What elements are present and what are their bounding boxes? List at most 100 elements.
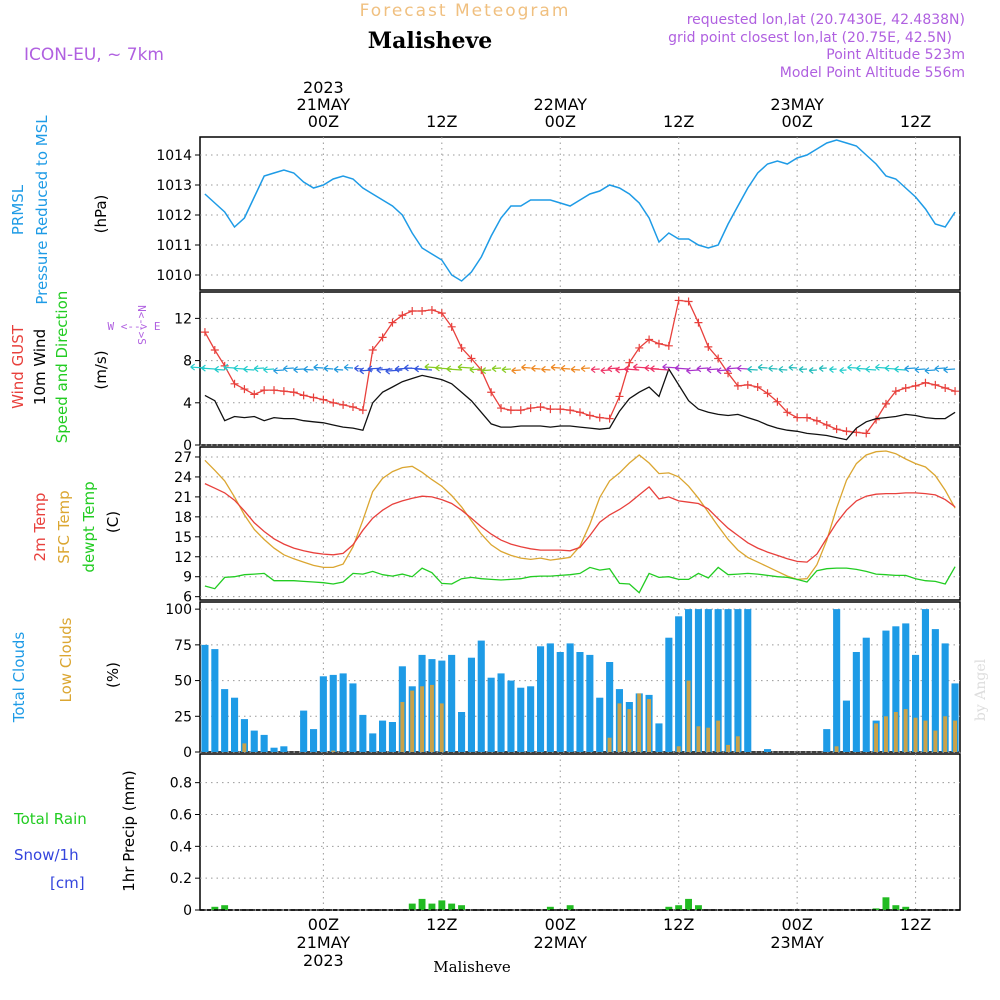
point-altitude: Point Altitude 523m — [826, 47, 965, 63]
wind-direction-arrow — [839, 366, 847, 374]
gust-point — [506, 406, 515, 415]
panel-labels: PRMSL Pressure Reduced to MSL (hPa) Wind… — [9, 115, 160, 892]
panel-frame-5 — [199, 753, 961, 911]
gust-point — [279, 387, 288, 396]
y-tick-label: 1010 — [156, 268, 192, 284]
low-clouds-bar — [637, 693, 642, 752]
wind-direction-arrow — [757, 363, 768, 371]
wind-direction-arrow — [768, 364, 778, 372]
gust-point — [536, 403, 545, 412]
wind-direction-arrow — [214, 365, 225, 373]
location-title: Malisheve — [368, 28, 492, 54]
total-clouds-bar — [576, 652, 584, 752]
total-clouds-bar — [359, 714, 367, 752]
low-clouds-bar — [242, 743, 247, 752]
wind-direction-arrow — [435, 364, 452, 372]
gust-point — [664, 341, 673, 350]
y-tick-label: 1011 — [156, 238, 192, 254]
panel-frame-1 — [199, 136, 961, 291]
wind-direction-arrow — [223, 363, 235, 371]
gust-point — [605, 414, 614, 423]
gust-point — [418, 306, 427, 315]
compass-ns: N<-->S — [135, 305, 148, 345]
total-clouds-bar — [211, 649, 219, 752]
gust-point — [427, 305, 436, 314]
wind-direction-arrow — [531, 364, 541, 372]
total-clouds-bar — [280, 746, 288, 752]
gust-point — [348, 403, 357, 412]
low-clouds-bar — [430, 684, 434, 752]
low-clouds-bar — [933, 730, 938, 752]
tsfc-label: SFC Temp — [55, 490, 73, 563]
wind-direction-arrow — [865, 365, 877, 373]
gust-point — [635, 343, 644, 352]
y-tick-label: 4 — [183, 396, 192, 412]
gust-point — [862, 429, 871, 438]
gust-point — [556, 405, 565, 414]
top-time-label: 12Z — [900, 112, 931, 131]
pressure-line — [204, 139, 956, 282]
rain-bar — [872, 908, 880, 910]
wind-direction-arrow — [570, 365, 581, 373]
total-clouds-bar — [951, 683, 959, 752]
y-tick-label: 15 — [174, 530, 192, 546]
wind-direction-arrow — [914, 366, 926, 374]
requested-coords: requested lon,lat (20.7430E, 42.4838N) — [687, 12, 965, 28]
gust-point — [329, 398, 338, 407]
low-clouds-bar — [943, 716, 948, 752]
wind-direction-arrow — [560, 364, 571, 372]
wind-direction-arrow — [263, 366, 275, 374]
total-clouds-bar — [537, 646, 545, 752]
gust-point — [763, 389, 772, 398]
gust-point — [210, 346, 219, 355]
wind-direction-arrow — [273, 367, 284, 375]
low-clouds-bar — [420, 686, 424, 752]
y-tick-label: 24 — [174, 470, 192, 486]
total-clouds-bar — [902, 623, 910, 752]
gust-point — [625, 358, 634, 367]
gust-point — [309, 393, 318, 402]
y-tick-label: 12 — [174, 550, 192, 566]
gust-point — [319, 395, 328, 404]
rain-bar — [458, 905, 465, 910]
y-tick-label: 0.6 — [170, 807, 192, 823]
total-clouds-bar — [527, 686, 535, 752]
wind-direction-arrow — [788, 363, 798, 371]
total-clouds-bar — [487, 677, 495, 752]
wind-direction-arrow — [808, 367, 817, 374]
total-clouds-bar — [556, 652, 564, 752]
wind-direction-arrow — [343, 363, 354, 371]
footer-location: Malisheve — [433, 958, 511, 976]
y-tick-label: 25 — [174, 709, 192, 725]
total-clouds-bar — [685, 609, 693, 752]
rain-bar — [685, 898, 692, 910]
wind-direction-arrow — [696, 365, 709, 373]
wind-direction-arrow — [847, 363, 857, 371]
bottom-time-label: 2023 — [303, 951, 344, 970]
gust-point — [852, 428, 861, 437]
snow-label: Snow/1h — [14, 846, 79, 864]
gust-point — [674, 296, 683, 305]
top-time-label: 21MAY — [297, 95, 351, 114]
top-time-label: 12Z — [663, 112, 694, 131]
low-clouds-bar — [913, 717, 918, 752]
wind-direction-arrow — [376, 366, 393, 374]
total-clouds-bar — [467, 657, 475, 752]
wind-direction-arrow — [201, 364, 215, 372]
total-clouds-bar — [270, 747, 278, 752]
wind-direction-arrow — [446, 365, 462, 373]
total-clouds-bar — [310, 729, 318, 752]
gust-point — [951, 387, 960, 396]
bottom-time-label: 12Z — [900, 915, 931, 934]
wind-direction-arrow — [323, 364, 334, 372]
y-tick-label: 0 — [183, 745, 192, 761]
low-clouds-bar — [903, 709, 908, 752]
y-tick-label: 75 — [174, 638, 192, 654]
gust-point — [260, 386, 269, 395]
wind-direction-arrow — [521, 363, 531, 371]
total-clouds-bar — [833, 609, 841, 752]
y-tick-label: 1014 — [156, 148, 192, 164]
wind-direction-arrow — [736, 364, 748, 372]
gust-point — [437, 309, 446, 318]
top-time-label: 12Z — [426, 112, 457, 131]
